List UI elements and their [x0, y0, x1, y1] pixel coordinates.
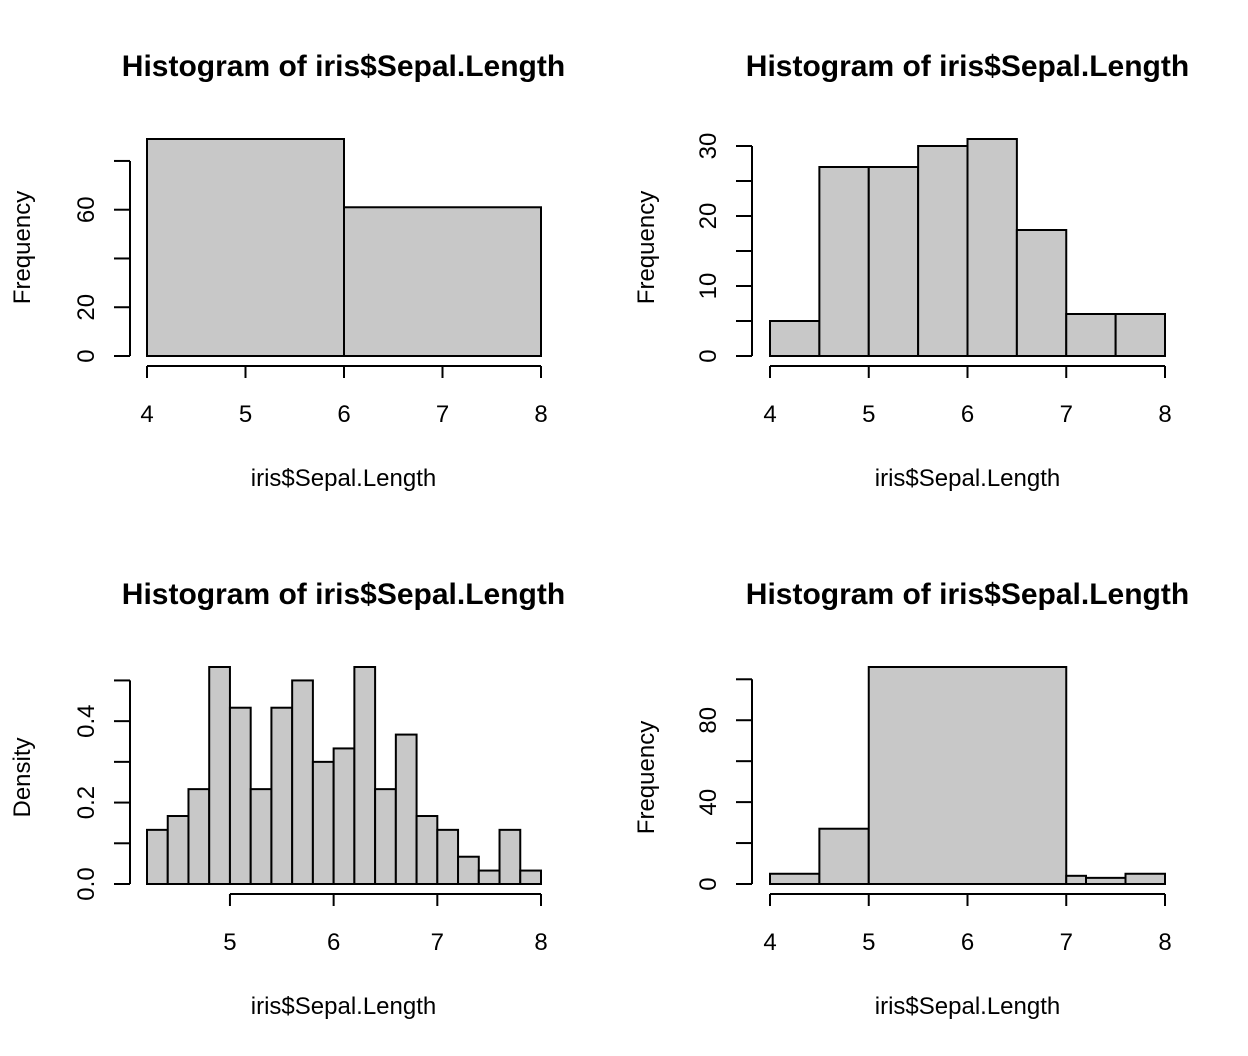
chart-title: Histogram of iris$Sepal.Length — [122, 50, 565, 83]
histogram-panel-4: Histogram of iris$Sepal.Length iris$Sepa… — [633, 578, 1189, 1020]
y-tick-label: 0.4 — [73, 704, 100, 737]
axes-group: 4 5 6 7 8 0 10 20 30 — [695, 133, 1172, 428]
y-axis-label: Frequency — [9, 191, 36, 304]
histogram-bar — [498, 828, 522, 886]
y-tick-label: 0 — [73, 349, 100, 362]
histogram-bar — [208, 666, 231, 885]
histogram-bar — [867, 166, 920, 357]
x-axis-label: iris$Sepal.Length — [251, 465, 436, 492]
y-axis-label: Frequency — [633, 721, 660, 834]
histogram-bar — [1015, 229, 1068, 357]
y-tick-label: 0 — [695, 877, 722, 890]
histogram-bar — [291, 679, 314, 885]
x-tick-label: 7 — [436, 401, 449, 428]
y-tick-label: 0.0 — [73, 867, 100, 900]
y-tick-label: 40 — [695, 789, 722, 816]
histogram-bar — [353, 666, 377, 885]
x-tick-label: 7 — [1060, 929, 1073, 956]
histogram-panel-3: Histogram of iris$Sepal.Length iris$Sepa… — [9, 578, 565, 1020]
x-tick-label: 6 — [961, 929, 974, 956]
x-tick-label: 6 — [337, 401, 350, 428]
y-tick-label: 30 — [695, 133, 722, 160]
x-tick-label: 7 — [1060, 401, 1073, 428]
histogram-bar — [1085, 876, 1127, 886]
chart-title: Histogram of iris$Sepal.Length — [746, 578, 1189, 611]
histogram-bar — [187, 788, 211, 886]
histogram-panel-1: Histogram of iris$Sepal.Length iris$Sepa… — [9, 50, 565, 492]
histogram-bar — [917, 145, 969, 357]
y-axis-label: Density — [9, 737, 36, 817]
x-tick-label: 8 — [1158, 401, 1171, 428]
x-tick-label: 8 — [534, 401, 547, 428]
histogram-bar — [332, 747, 356, 886]
x-tick-label: 6 — [327, 929, 340, 956]
histogram-bar — [166, 815, 190, 886]
bar-group — [146, 666, 543, 886]
y-tick-label: 20 — [73, 294, 100, 321]
histogram-bar — [457, 855, 480, 886]
histogram-bar — [249, 788, 273, 886]
x-tick-label: 6 — [961, 401, 974, 428]
x-tick-label: 4 — [140, 401, 153, 428]
chart-title: Histogram of iris$Sepal.Length — [122, 578, 565, 611]
x-axis-label: iris$Sepal.Length — [875, 993, 1060, 1020]
histogram-panel-2: Histogram of iris$Sepal.Length iris$Sepa… — [633, 50, 1189, 492]
histogram-bar — [818, 827, 870, 886]
histogram-bar — [769, 872, 821, 886]
histogram-bar — [270, 706, 294, 885]
histogram-bar — [867, 666, 1068, 885]
histogram-bar — [477, 869, 501, 886]
x-axis-label: iris$Sepal.Length — [875, 465, 1060, 492]
histogram-bar — [818, 166, 870, 357]
x-tick-label: 5 — [223, 929, 236, 956]
histogram-bar — [1124, 872, 1166, 886]
x-tick-label: 7 — [431, 929, 444, 956]
histogram-bar — [1065, 313, 1117, 357]
histogram-bar — [146, 138, 345, 357]
histogram-bar — [1114, 313, 1166, 357]
histogram-bar — [394, 733, 418, 885]
y-axis-label: Frequency — [633, 191, 660, 304]
y-tick-label: 80 — [695, 707, 722, 734]
histogram-bar — [1065, 874, 1087, 886]
chart-title: Histogram of iris$Sepal.Length — [746, 50, 1189, 83]
histogram-bar — [415, 815, 439, 886]
y-tick-label: 0 — [695, 349, 722, 362]
histogram-bar — [146, 828, 169, 886]
x-axis-label: iris$Sepal.Length — [251, 993, 436, 1020]
x-tick-label: 8 — [534, 929, 547, 956]
x-tick-label: 5 — [862, 929, 875, 956]
bar-group — [146, 138, 542, 357]
x-tick-label: 4 — [763, 929, 776, 956]
histogram-bar — [228, 706, 252, 885]
histogram-bar — [343, 206, 542, 357]
x-tick-label: 5 — [862, 401, 875, 428]
bar-group — [769, 138, 1166, 357]
y-tick-label: 0.2 — [73, 786, 100, 819]
bar-group — [769, 666, 1166, 886]
histogram-bar — [519, 869, 543, 886]
y-tick-label: 10 — [695, 273, 722, 300]
axes-group: 5 6 7 8 0.0 0.2 0.4 — [73, 679, 548, 956]
histogram-bar — [966, 138, 1018, 357]
histogram-bar — [769, 320, 821, 357]
axes-group: 4 5 6 7 8 0 20 60 — [73, 159, 548, 428]
y-tick-label: 60 — [73, 196, 100, 223]
y-tick-label: 20 — [695, 203, 722, 230]
x-tick-label: 4 — [763, 401, 776, 428]
histogram-bar — [374, 788, 397, 886]
x-tick-label: 5 — [239, 401, 252, 428]
x-tick-label: 8 — [1158, 929, 1171, 956]
histogram-bar — [436, 828, 460, 886]
histogram-bar — [311, 760, 335, 885]
